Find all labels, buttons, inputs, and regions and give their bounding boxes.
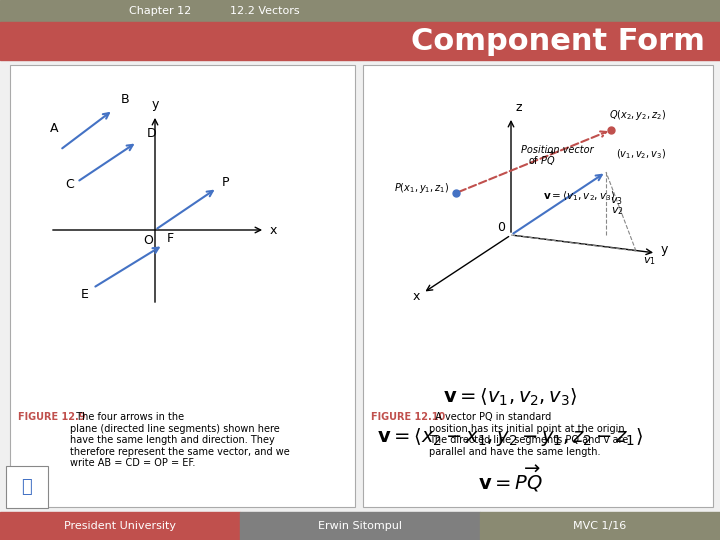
Text: F: F — [167, 232, 174, 245]
Text: The four arrows in the
plane (directed line segments) shown here
have the same l: The four arrows in the plane (directed l… — [70, 412, 289, 468]
Bar — [480, 512, 720, 540]
Text: 12.2 Vectors: 12.2 Vectors — [230, 6, 300, 16]
Text: 0: 0 — [497, 221, 505, 234]
Text: FIGURE 12.10: FIGURE 12.10 — [371, 412, 445, 422]
Bar — [240, 512, 480, 540]
Text: A: A — [50, 122, 58, 135]
Text: MVC 1/16: MVC 1/16 — [573, 521, 626, 531]
Text: D: D — [147, 127, 157, 140]
Text: $P(x_1, y_1, z_1)$: $P(x_1, y_1, z_1)$ — [394, 181, 449, 195]
Text: A vector PQ in standard
position has its initial point at the origin.
The direct: A vector PQ in standard position has its… — [429, 412, 629, 457]
Text: $v_2$: $v_2$ — [611, 205, 624, 217]
Text: x: x — [270, 224, 277, 237]
Text: C: C — [65, 178, 73, 191]
Text: FIGURE 12.9: FIGURE 12.9 — [18, 412, 86, 422]
Text: $\mathbf{v} = \langle v_1, v_2, v_3\rangle$: $\mathbf{v} = \langle v_1, v_2, v_3\rang… — [543, 189, 616, 203]
Text: E: E — [81, 288, 89, 301]
Bar — [10, 65, 355, 507]
Text: of $\overrightarrow{PQ}$: of $\overrightarrow{PQ}$ — [528, 150, 556, 168]
Text: $Q(x_2, y_2, z_2)$: $Q(x_2, y_2, z_2)$ — [609, 108, 666, 122]
Text: z: z — [515, 101, 521, 114]
Text: O: O — [143, 234, 153, 247]
Text: $\mathbf{v} = \langle v_1, v_2, v_3 \rangle$: $\mathbf{v} = \langle v_1, v_2, v_3 \ran… — [443, 386, 577, 408]
Text: $v_1$: $v_1$ — [643, 255, 656, 267]
Text: Position vector: Position vector — [521, 145, 593, 155]
Text: Chapter 12: Chapter 12 — [129, 6, 191, 16]
Text: Erwin Sitompul: Erwin Sitompul — [318, 521, 402, 531]
Text: $\mathbf{v} = \langle x_2 - x_1, y_2 - y_1, z_2 - z_1 \rangle$: $\mathbf{v} = \langle x_2 - x_1, y_2 - y… — [377, 426, 643, 448]
Bar — [0, 22, 720, 60]
Text: $\mathbf{v} = \overrightarrow{PQ}$: $\mathbf{v} = \overrightarrow{PQ}$ — [477, 464, 542, 494]
Text: y: y — [151, 98, 158, 111]
Text: B: B — [121, 93, 130, 106]
Bar — [0, 0, 720, 22]
Text: x: x — [413, 290, 420, 303]
Text: $v_3$: $v_3$ — [610, 195, 623, 207]
Bar — [0, 512, 240, 540]
Text: ⛪: ⛪ — [22, 478, 32, 496]
Bar — [363, 65, 713, 507]
Text: P: P — [222, 176, 230, 189]
Text: Component Form: Component Form — [411, 26, 705, 56]
Text: $(v_1, v_2, v_3)$: $(v_1, v_2, v_3)$ — [616, 147, 666, 161]
Text: President University: President University — [64, 521, 176, 531]
Bar — [6, 466, 48, 508]
Text: y: y — [661, 243, 668, 256]
